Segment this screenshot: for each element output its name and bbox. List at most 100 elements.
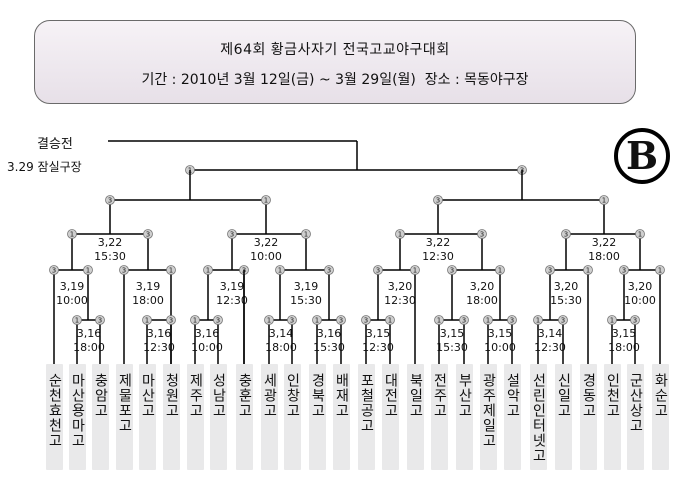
game-date: 3,16 bbox=[147, 327, 172, 340]
school-name-box: 마산용마고 bbox=[68, 364, 86, 470]
svg-text:3: 3 bbox=[216, 317, 220, 325]
winner-marker: 1 bbox=[385, 315, 395, 325]
game-time: 10:00 bbox=[250, 250, 282, 263]
school-name: 화순고 bbox=[652, 373, 669, 418]
svg-text:3: 3 bbox=[122, 267, 126, 275]
game-date: 3,22 bbox=[98, 236, 123, 249]
school-name: 설악고 bbox=[504, 373, 521, 418]
runner-up-marker: 3 bbox=[545, 265, 555, 275]
winner-marker: 1 bbox=[264, 315, 274, 325]
svg-text:3: 3 bbox=[561, 317, 565, 325]
school-name-box: 마산고 bbox=[138, 364, 156, 470]
winner-marker: 1 bbox=[395, 229, 405, 239]
svg-text:3: 3 bbox=[548, 267, 552, 275]
svg-text:3: 3 bbox=[290, 317, 294, 325]
tournament-title: 제64회 황금사자기 전국고교야구대회 bbox=[220, 42, 450, 58]
school-name-box: 광주제일고 bbox=[479, 364, 497, 470]
school-name-box: 대전고 bbox=[381, 364, 399, 470]
game-time: 12:30 bbox=[216, 294, 248, 307]
school-name-box: 군산상고 bbox=[626, 364, 644, 470]
school-name-box: 인창고 bbox=[283, 364, 301, 470]
runner-up-marker: 3 bbox=[95, 315, 105, 325]
winner-marker: 1 bbox=[166, 265, 176, 275]
game-date: 3,15 bbox=[488, 327, 513, 340]
runner-up-marker: 3 bbox=[105, 195, 115, 205]
svg-text:3: 3 bbox=[510, 317, 514, 325]
school-name: 인창고 bbox=[284, 373, 301, 418]
runner-up-marker: 3 bbox=[227, 229, 237, 239]
runner-up-marker: 3 bbox=[558, 315, 568, 325]
svg-text:3: 3 bbox=[436, 197, 440, 205]
winner-marker: 1 bbox=[67, 229, 77, 239]
school-name: 선린인터넷고 bbox=[530, 373, 547, 463]
svg-text:3: 3 bbox=[633, 317, 637, 325]
game-time: 15:30 bbox=[436, 341, 468, 354]
school-name: 세광고 bbox=[261, 373, 278, 418]
winner-marker: 1 bbox=[655, 265, 665, 275]
runner-up-marker: 3 bbox=[477, 229, 487, 239]
winner-marker: 1 bbox=[607, 315, 617, 325]
svg-text:3: 3 bbox=[98, 317, 102, 325]
game-date: 3,14 bbox=[269, 327, 294, 340]
school-name-box: 설악고 bbox=[503, 364, 521, 470]
game-date: 3,22 bbox=[254, 236, 279, 249]
school-name: 제물포고 bbox=[116, 373, 133, 433]
school-name-box: 성남고 bbox=[209, 364, 227, 470]
game-date: 3,20 bbox=[628, 280, 653, 293]
school-name: 마산고 bbox=[139, 373, 156, 418]
winner-marker: 1 bbox=[410, 265, 420, 275]
school-name: 대전고 bbox=[382, 373, 399, 418]
school-name: 전주고 bbox=[431, 373, 448, 418]
svg-text:1: 1 bbox=[86, 267, 90, 275]
winner-marker: 1 bbox=[261, 195, 271, 205]
runner-up-marker: 3 bbox=[459, 315, 469, 325]
runner-up-marker: 3 bbox=[507, 315, 517, 325]
school-name: 제주고 bbox=[187, 373, 204, 418]
svg-text:3: 3 bbox=[230, 231, 234, 239]
svg-text:1: 1 bbox=[75, 317, 79, 325]
svg-text:1: 1 bbox=[437, 317, 441, 325]
svg-text:3: 3 bbox=[564, 231, 568, 239]
svg-text:3: 3 bbox=[376, 267, 380, 275]
winner-marker: 1 bbox=[583, 265, 593, 275]
svg-text:1: 1 bbox=[267, 317, 271, 325]
runner-up-marker: 3 bbox=[561, 229, 571, 239]
game-time: 10:00 bbox=[484, 341, 516, 354]
school-name-box: 화순고 bbox=[651, 364, 669, 470]
runner-up-marker: 3 bbox=[49, 265, 59, 275]
runner-up-marker: 3 bbox=[373, 265, 383, 275]
winner-marker: 1 bbox=[301, 229, 311, 239]
school-name: 포철공고 bbox=[358, 373, 375, 433]
winner-marker: 1 bbox=[275, 265, 285, 275]
bracket-b-logo: B bbox=[614, 128, 670, 184]
svg-text:1: 1 bbox=[602, 197, 606, 205]
svg-text:3: 3 bbox=[339, 317, 343, 325]
game-time: 10:00 bbox=[56, 294, 88, 307]
school-name-box: 충훈고 bbox=[235, 364, 253, 470]
school-name-box: 제주고 bbox=[186, 364, 204, 470]
svg-text:1: 1 bbox=[264, 197, 268, 205]
game-date: 3,15 bbox=[612, 327, 637, 340]
runner-up-marker: 3 bbox=[447, 265, 457, 275]
game-time: 12:30 bbox=[534, 341, 566, 354]
game-time: 12:30 bbox=[143, 341, 175, 354]
svg-text:1: 1 bbox=[70, 231, 74, 239]
svg-text:1: 1 bbox=[498, 267, 502, 275]
school-name-box: 인천고 bbox=[603, 364, 621, 470]
school-name: 성남고 bbox=[210, 373, 227, 418]
svg-text:1: 1 bbox=[304, 231, 308, 239]
game-date: 3,14 bbox=[538, 327, 563, 340]
svg-text:1: 1 bbox=[145, 317, 149, 325]
game-date: 3,16 bbox=[195, 327, 220, 340]
game-time: 15:30 bbox=[290, 294, 322, 307]
runner-up-marker: 3 bbox=[361, 315, 371, 325]
school-name-box: 경동고 bbox=[579, 364, 597, 470]
svg-text:3: 3 bbox=[622, 267, 626, 275]
school-name-box: 세광고 bbox=[260, 364, 278, 470]
game-time: 10:00 bbox=[191, 341, 223, 354]
school-name: 충훈고 bbox=[236, 373, 253, 418]
school-name-box: 배재고 bbox=[332, 364, 350, 470]
runner-up-marker: 3 bbox=[213, 315, 223, 325]
svg-text:1: 1 bbox=[193, 317, 197, 325]
game-time: 18:00 bbox=[608, 341, 640, 354]
